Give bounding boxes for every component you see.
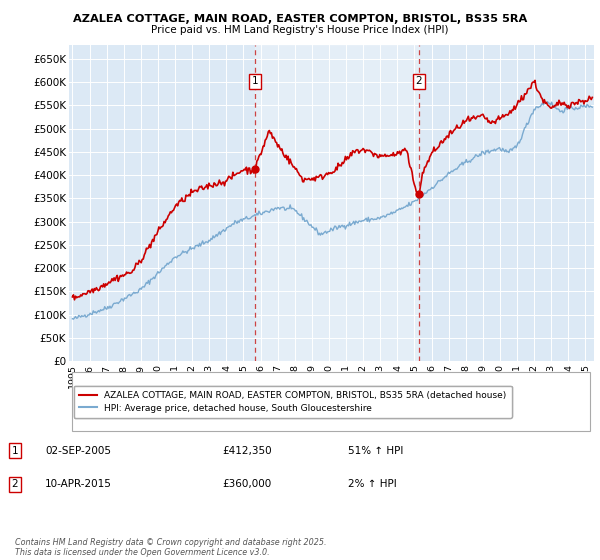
Text: £412,350: £412,350 xyxy=(222,446,272,456)
Text: 1: 1 xyxy=(11,446,19,456)
Text: 2% ↑ HPI: 2% ↑ HPI xyxy=(348,479,397,489)
Legend: AZALEA COTTAGE, MAIN ROAD, EASTER COMPTON, BRISTOL, BS35 5RA (detached house), H: AZALEA COTTAGE, MAIN ROAD, EASTER COMPTO… xyxy=(74,386,512,418)
Text: AZALEA COTTAGE, MAIN ROAD, EASTER COMPTON, BRISTOL, BS35 5RA: AZALEA COTTAGE, MAIN ROAD, EASTER COMPTO… xyxy=(73,14,527,24)
Text: Contains HM Land Registry data © Crown copyright and database right 2025.
This d: Contains HM Land Registry data © Crown c… xyxy=(15,538,326,557)
Text: 2: 2 xyxy=(11,479,19,489)
Text: 1: 1 xyxy=(251,77,258,86)
Text: 02-SEP-2005: 02-SEP-2005 xyxy=(45,446,111,456)
Text: 51% ↑ HPI: 51% ↑ HPI xyxy=(348,446,403,456)
Text: Price paid vs. HM Land Registry's House Price Index (HPI): Price paid vs. HM Land Registry's House … xyxy=(151,25,449,35)
FancyBboxPatch shape xyxy=(71,371,590,431)
Bar xyxy=(255,45,419,361)
Text: 10-APR-2015: 10-APR-2015 xyxy=(45,479,112,489)
Text: 2: 2 xyxy=(416,77,422,86)
Text: £360,000: £360,000 xyxy=(222,479,271,489)
